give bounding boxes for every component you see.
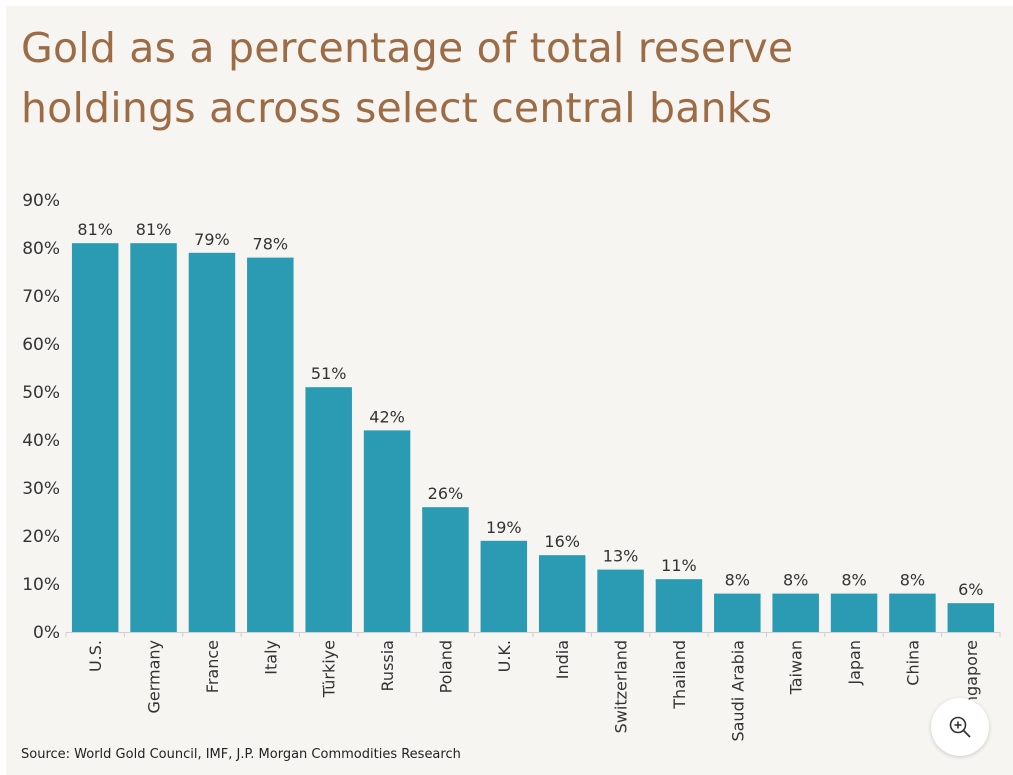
data-label: 81% <box>77 220 113 239</box>
bar <box>597 569 644 632</box>
zoom-button[interactable] <box>931 698 989 756</box>
y-tick-label: 60% <box>22 335 60 355</box>
data-label: 42% <box>369 407 405 426</box>
x-tick-label: Thailand <box>670 640 689 710</box>
data-label: 6% <box>958 580 983 599</box>
zoom-in-icon <box>949 716 971 738</box>
x-tick-label: Russia <box>378 640 397 691</box>
y-tick-label: 10% <box>22 575 60 595</box>
x-axis: U.S. Germany France Italy Türkiye Russia Polan… <box>65 632 1001 742</box>
data-label: 79% <box>194 230 230 249</box>
x-tick-label: Switzerland <box>612 640 631 733</box>
x-tick-label: U.S. <box>86 640 105 672</box>
x-tick-label: Saudi Arabia <box>728 640 747 742</box>
bar <box>71 243 119 632</box>
y-tick-label: 80% <box>22 239 60 259</box>
bar <box>714 593 761 632</box>
bar <box>947 603 995 632</box>
y-tick-label: 20% <box>22 527 60 547</box>
bar <box>305 387 352 632</box>
data-label: 8% <box>725 571 750 590</box>
data-label: 51% <box>311 364 347 383</box>
y-axis: 0% 10% 20% 30% 40% 50% 60% 70% 80% 90% <box>22 191 60 643</box>
chart-title: Gold as a percentage of total reserve ho… <box>21 24 794 132</box>
bar <box>772 593 819 632</box>
x-tick-label: Japan <box>845 640 864 686</box>
y-tick-label: 40% <box>22 431 60 451</box>
y-tick-label: 70% <box>22 287 60 307</box>
x-tick-label: France <box>203 640 222 693</box>
data-label: 16% <box>544 532 580 551</box>
x-tick-label: U.K. <box>495 640 514 672</box>
y-tick-label: 0% <box>33 623 60 643</box>
data-label: 11% <box>661 556 697 575</box>
bar <box>655 579 703 632</box>
bar <box>363 430 411 632</box>
x-tick-label: Türkiye <box>320 640 339 698</box>
x-tick-label: Poland <box>436 640 455 693</box>
data-label: 81% <box>136 220 172 239</box>
data-label: 8% <box>783 571 808 590</box>
data-label: 13% <box>603 547 639 566</box>
x-tick-label: China <box>903 640 922 686</box>
x-tick-label: Germany <box>145 640 164 714</box>
data-label: 78% <box>253 235 289 254</box>
y-tick-label: 90% <box>22 191 60 211</box>
bar <box>889 593 936 632</box>
bar <box>830 593 878 632</box>
bar <box>247 257 294 632</box>
bars: 81% 81% 79% 78% 51% 42% 26% 19% 16% 13% 11% 8% 8% 8% 8… <box>71 220 995 633</box>
bar <box>188 252 236 633</box>
data-label: 8% <box>841 571 866 590</box>
source-note: Source: World Gold Council, IMF, J.P. Mo… <box>21 747 461 762</box>
bar <box>130 243 177 632</box>
x-tick-label: Taiwan <box>787 640 806 695</box>
data-label: 26% <box>428 484 464 503</box>
bar <box>538 555 586 632</box>
bar <box>422 507 469 632</box>
x-tick-label: Italy <box>261 640 280 675</box>
bar <box>480 540 528 632</box>
data-label: 8% <box>900 571 925 590</box>
data-label: 19% <box>486 518 522 537</box>
y-tick-label: 50% <box>22 383 60 403</box>
x-tick-label: India <box>553 640 572 679</box>
y-tick-label: 30% <box>22 479 60 499</box>
